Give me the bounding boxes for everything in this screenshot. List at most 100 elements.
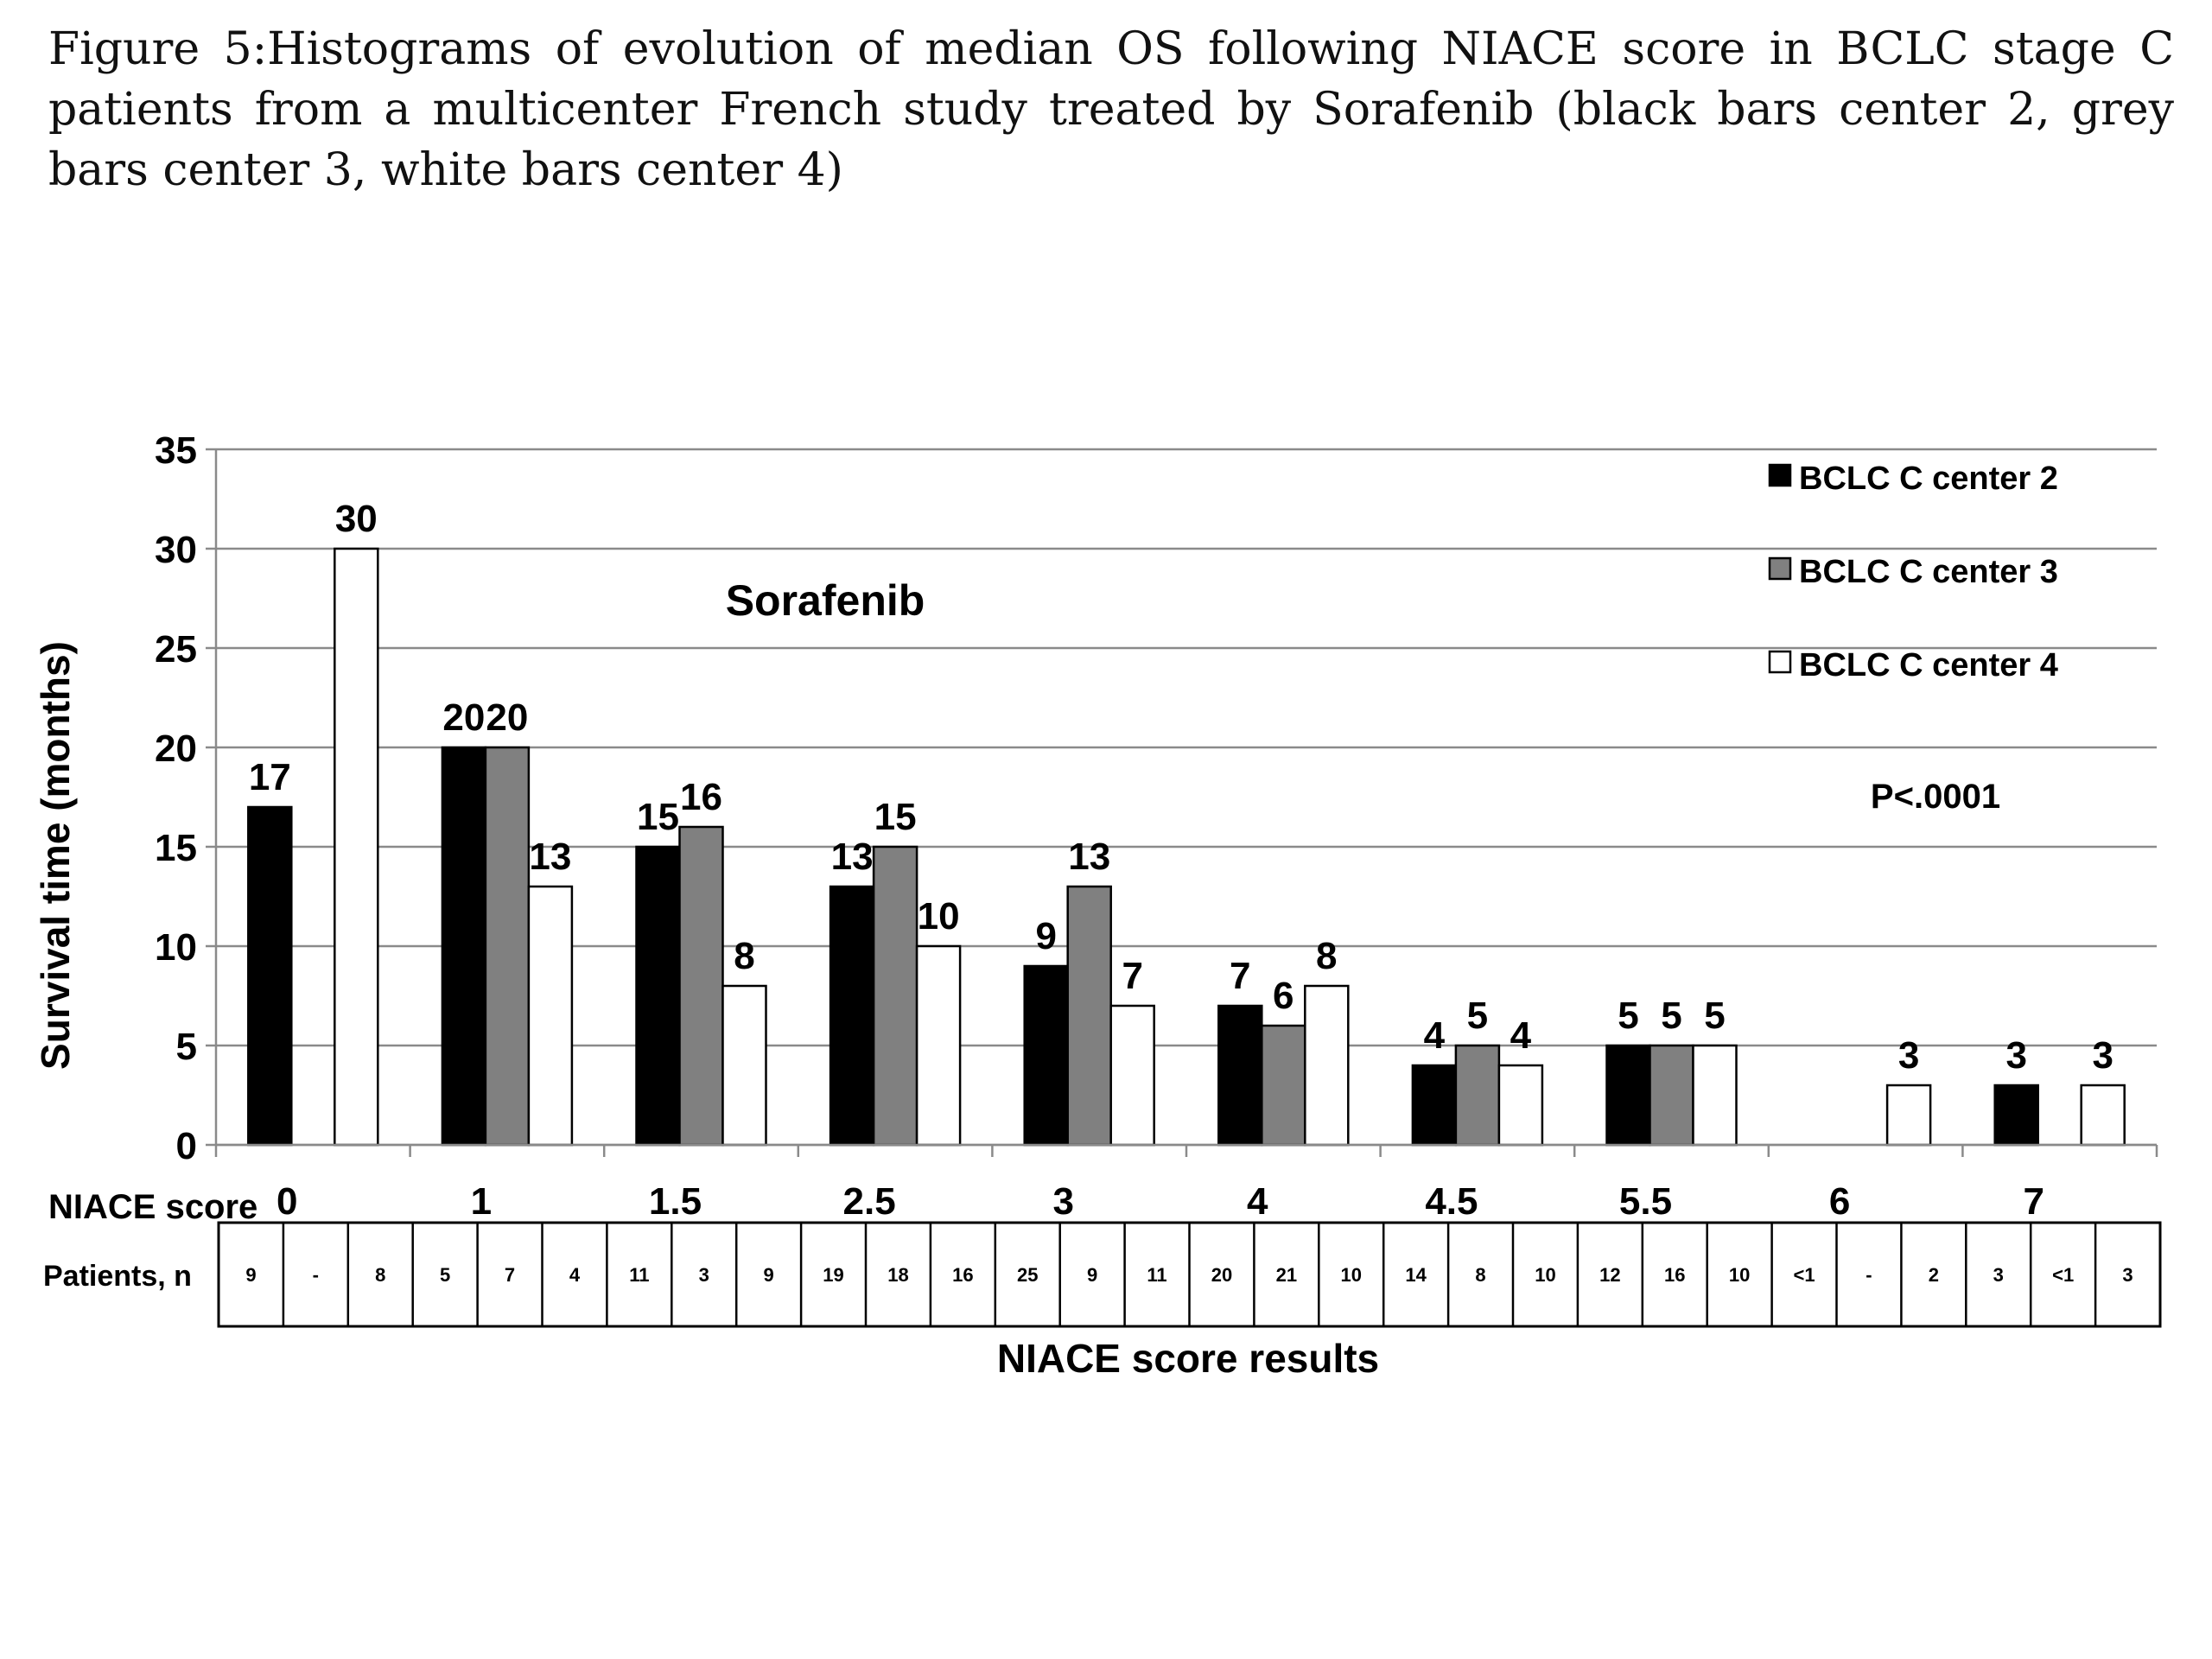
bar: [1885, 1084, 1932, 1147]
patients-cell: <1: [2052, 1264, 2074, 1286]
y-tick-label: 15: [155, 827, 197, 869]
data-label: 5: [1661, 995, 1681, 1037]
patients-cell: 16: [952, 1264, 973, 1286]
bars: [247, 547, 2126, 1147]
data-label: 6: [1273, 975, 1294, 1017]
x-tick-label: 4.5: [1425, 1180, 1478, 1223]
patients-cell: 4: [569, 1264, 581, 1286]
bar: [1454, 1044, 1501, 1147]
bar: [872, 845, 918, 1147]
bar: [1993, 1084, 2039, 1147]
patients-cell: 16: [1664, 1264, 1685, 1286]
bar: [441, 746, 487, 1147]
y-tick-label: 20: [155, 728, 197, 770]
patients-cell: 19: [823, 1264, 843, 1286]
patients-cell: 14: [1405, 1264, 1427, 1286]
patients-cell: 5: [440, 1264, 450, 1286]
patients-cell: 25: [1017, 1264, 1038, 1286]
bar: [1692, 1044, 1738, 1147]
bar: [1261, 1024, 1306, 1147]
legend-swatch: [1768, 650, 1792, 674]
data-label: 13: [831, 836, 874, 878]
patients-cell: 10: [1729, 1264, 1750, 1286]
data-label: 10: [918, 895, 960, 938]
patients-cell: 9: [245, 1264, 256, 1286]
patients-cell: 10: [1341, 1264, 1362, 1286]
x-tick-label: 1.5: [649, 1180, 702, 1223]
y-tick-label: 0: [176, 1125, 197, 1167]
bar: [1304, 984, 1350, 1147]
patients-row-label: Patients, n: [43, 1260, 192, 1293]
bar: [915, 944, 962, 1147]
patients-cell: 8: [1475, 1264, 1485, 1286]
bar: [1497, 1064, 1544, 1147]
patients-cell: 20: [1211, 1264, 1232, 1286]
x-tick-label: 7: [2023, 1180, 2044, 1223]
patients-cell: 10: [1535, 1264, 1555, 1286]
data-label: 13: [1068, 836, 1110, 878]
x-tick-label: 6: [1829, 1180, 1850, 1223]
patients-cell: 11: [629, 1264, 649, 1286]
data-label: 4: [1510, 1014, 1532, 1057]
data-label: 3: [2092, 1034, 2113, 1077]
data-label: 20: [486, 696, 528, 739]
patients-cell: <1: [1794, 1264, 1815, 1286]
bar: [527, 885, 574, 1147]
data-label: 8: [734, 935, 754, 977]
y-tick-label: 35: [155, 429, 197, 472]
bar: [334, 547, 379, 1147]
bar: [1649, 1044, 1694, 1147]
patients-cell: 9: [1087, 1264, 1097, 1286]
bar: [2080, 1084, 2126, 1147]
data-label: 9: [1035, 915, 1056, 957]
patients-cell: 3: [1993, 1264, 2004, 1286]
data-label: 5: [1618, 995, 1638, 1037]
bar: [635, 845, 681, 1147]
x-tick-label: 5.5: [1619, 1180, 1672, 1223]
data-label: 16: [680, 776, 722, 818]
data-label: 4: [1424, 1014, 1446, 1057]
data-label: 15: [874, 796, 917, 838]
bar: [1109, 1004, 1155, 1147]
patients-cell: 2: [1929, 1264, 1939, 1286]
patients-cell: 3: [2122, 1264, 2133, 1286]
legend-label: BCLC C center 3: [1799, 554, 2058, 590]
data-label: 3: [2005, 1034, 2026, 1077]
y-tick-label: 25: [155, 628, 197, 671]
data-label: 17: [249, 756, 291, 798]
patients-cell: 3: [699, 1264, 709, 1286]
patients-cell: 18: [887, 1264, 908, 1286]
bar: [1217, 1004, 1263, 1147]
data-label: 13: [529, 836, 571, 878]
bar: [1023, 964, 1069, 1147]
x-tick-label: 0: [276, 1180, 297, 1223]
data-label: 30: [335, 498, 378, 540]
legend-label: BCLC C center 4: [1799, 647, 2058, 683]
bar: [1411, 1064, 1458, 1147]
data-label: 5: [1467, 995, 1488, 1037]
bar: [678, 825, 724, 1147]
x-axis-label: NIACE score results: [997, 1336, 1379, 1381]
figure-caption: Figure 5:Histograms of evolution of medi…: [48, 23, 2174, 196]
x-tick-label: 3: [1052, 1180, 1073, 1223]
y-tick-label: 5: [176, 1026, 197, 1068]
bar: [1066, 885, 1112, 1147]
legend-swatch: [1768, 556, 1792, 581]
bar: [1605, 1044, 1651, 1147]
y-tick-label: 10: [155, 926, 197, 969]
patients-cell: 8: [375, 1264, 385, 1286]
bar: [829, 885, 875, 1147]
y-axis-ticks: 0 5 10 15 20 25 30 35: [155, 429, 197, 1167]
patients-cell: 12: [1599, 1264, 1620, 1286]
patients-cell: 7: [505, 1264, 515, 1286]
data-label: 3: [1898, 1034, 1919, 1077]
bar: [247, 805, 293, 1147]
legend-label: BCLC C center 2: [1799, 461, 2058, 497]
data-label: 15: [637, 796, 679, 838]
patients-cell: -: [1866, 1264, 1872, 1286]
y-tick-label: 30: [155, 529, 197, 571]
patients-cell: 21: [1276, 1264, 1297, 1286]
chart-title: Sorafenib: [726, 576, 925, 625]
